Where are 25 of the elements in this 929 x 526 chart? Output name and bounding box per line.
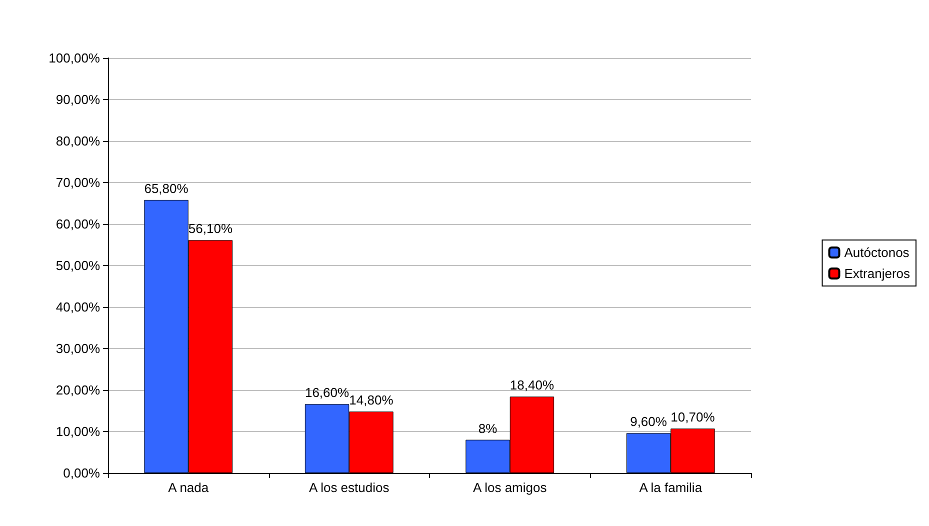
y-tick-label: 70,00% [56, 175, 100, 190]
y-tick-label: 50,00% [56, 258, 100, 273]
data-label: 10,70% [670, 410, 716, 425]
data-label: 14,80% [349, 392, 394, 408]
data-label: 8% [478, 420, 498, 436]
legend-label: Extranjeros [844, 266, 910, 281]
x-tick-label: A nada [168, 480, 210, 495]
x-tick-label: A la familia [639, 480, 703, 495]
y-tick-label: 90,00% [56, 92, 100, 107]
data-label: 16,60% [304, 385, 350, 400]
y-tick-label: 100,00% [48, 50, 100, 66]
y-tick-label: 20,00% [56, 382, 100, 398]
y-tick-label: 80,00% [56, 134, 100, 148]
data-label: 18,40% [510, 378, 554, 393]
y-tick-label: 10,00% [56, 424, 100, 439]
y-tick-label: 40,00% [56, 300, 100, 314]
data-label: 56,10% [188, 221, 233, 236]
data-label: 65,80% [144, 180, 189, 196]
x-tick-label: A los estudios [309, 480, 390, 495]
y-tick-label: 60,00% [56, 216, 100, 232]
y-tick-label: 0,00% [63, 466, 100, 480]
legend-label: Autóctonos [844, 245, 910, 260]
data-label: 9,60% [630, 414, 668, 430]
y-tick-label: 30,00% [56, 341, 100, 356]
x-tick-label: A los amigos [473, 480, 548, 495]
